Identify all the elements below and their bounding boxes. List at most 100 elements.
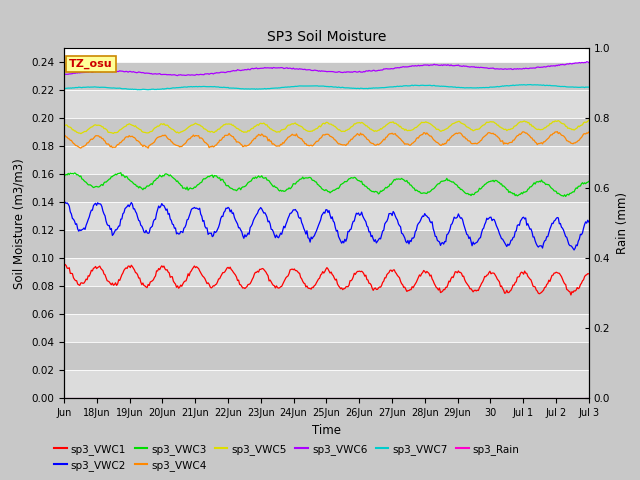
sp3_Rain xyxy=(372,395,380,401)
sp3_Rain xyxy=(309,395,317,401)
sp3_Rain xyxy=(312,395,320,401)
sp3_VWC2 xyxy=(570,247,578,253)
sp3_VWC1 xyxy=(314,278,321,284)
sp3_VWC1 xyxy=(345,282,353,288)
Y-axis label: Soil Moisture (m3/m3): Soil Moisture (m3/m3) xyxy=(13,158,26,288)
sp3_Rain xyxy=(585,395,593,401)
sp3_VWC1 xyxy=(585,271,593,276)
sp3_VWC4 xyxy=(144,145,152,151)
Bar xyxy=(64,90,589,118)
sp3_VWC4 xyxy=(575,138,582,144)
sp3_VWC6 xyxy=(60,72,68,78)
sp3_VWC3 xyxy=(585,179,593,184)
Bar xyxy=(64,230,589,258)
sp3_VWC7 xyxy=(575,84,582,90)
sp3_VWC2 xyxy=(372,240,380,246)
sp3_VWC3 xyxy=(314,181,321,187)
sp3_VWC1 xyxy=(374,287,381,292)
sp3_VWC4 xyxy=(345,138,353,144)
Line: sp3_VWC5: sp3_VWC5 xyxy=(64,120,589,134)
sp3_VWC1 xyxy=(492,272,499,278)
sp3_VWC1 xyxy=(61,262,69,267)
sp3_VWC2 xyxy=(585,219,593,225)
sp3_VWC7 xyxy=(310,83,318,89)
sp3_Rain xyxy=(490,395,498,401)
sp3_VWC7 xyxy=(492,84,499,90)
sp3_VWC4 xyxy=(60,132,68,138)
sp3_VWC3 xyxy=(562,193,570,199)
sp3_VWC3 xyxy=(117,170,125,176)
Bar xyxy=(64,202,589,230)
Bar xyxy=(64,118,589,146)
sp3_VWC1 xyxy=(60,264,68,269)
sp3_Rain xyxy=(344,395,352,401)
sp3_VWC6 xyxy=(583,59,591,65)
sp3_VWC6 xyxy=(374,68,381,73)
sp3_VWC3 xyxy=(60,174,68,180)
sp3_VWC7 xyxy=(526,82,534,87)
Line: sp3_VWC4: sp3_VWC4 xyxy=(64,132,589,148)
sp3_VWC2 xyxy=(344,228,352,234)
sp3_Rain xyxy=(572,395,580,401)
sp3_VWC1 xyxy=(575,286,582,291)
sp3_VWC3 xyxy=(345,176,353,181)
sp3_VWC3 xyxy=(310,178,318,184)
sp3_Rain xyxy=(60,395,68,401)
Line: sp3_VWC1: sp3_VWC1 xyxy=(64,264,589,295)
Legend: sp3_VWC1, sp3_VWC2, sp3_VWC3, sp3_VWC4, sp3_VWC5, sp3_VWC6, sp3_VWC7, sp3_Rain: sp3_VWC1, sp3_VWC2, sp3_VWC3, sp3_VWC4, … xyxy=(50,439,524,475)
sp3_VWC5 xyxy=(314,126,321,132)
Bar xyxy=(64,146,589,174)
sp3_VWC4 xyxy=(374,141,381,147)
X-axis label: Time: Time xyxy=(312,424,341,437)
Line: sp3_VWC7: sp3_VWC7 xyxy=(64,84,589,90)
sp3_VWC3 xyxy=(575,183,582,189)
sp3_VWC5 xyxy=(374,128,381,134)
sp3_VWC6 xyxy=(310,67,318,73)
sp3_VWC5 xyxy=(77,131,84,137)
Line: sp3_VWC6: sp3_VWC6 xyxy=(64,62,589,76)
sp3_VWC5 xyxy=(310,127,318,133)
sp3_VWC7 xyxy=(134,87,141,93)
Text: TZ_osu: TZ_osu xyxy=(69,59,113,69)
sp3_VWC3 xyxy=(374,189,381,195)
Bar xyxy=(64,342,589,371)
sp3_VWC4 xyxy=(492,132,499,137)
Line: sp3_VWC2: sp3_VWC2 xyxy=(64,201,589,250)
sp3_VWC3 xyxy=(492,178,499,183)
sp3_VWC7 xyxy=(345,85,353,91)
sp3_VWC5 xyxy=(60,123,68,129)
sp3_VWC6 xyxy=(585,60,593,65)
sp3_VWC4 xyxy=(310,141,318,147)
Bar xyxy=(64,174,589,202)
sp3_VWC5 xyxy=(492,120,499,126)
sp3_VWC2 xyxy=(60,198,68,204)
sp3_VWC7 xyxy=(60,86,68,92)
sp3_VWC6 xyxy=(314,68,321,73)
sp3_VWC2 xyxy=(573,243,581,249)
sp3_VWC2 xyxy=(309,234,317,240)
sp3_VWC7 xyxy=(585,84,593,90)
sp3_VWC1 xyxy=(567,292,575,298)
sp3_VWC1 xyxy=(310,283,318,288)
sp3_VWC6 xyxy=(573,60,581,66)
sp3_VWC5 xyxy=(345,126,353,132)
Bar xyxy=(64,286,589,314)
Title: SP3 Soil Moisture: SP3 Soil Moisture xyxy=(267,30,386,44)
sp3_VWC6 xyxy=(492,66,499,72)
Bar xyxy=(64,314,589,342)
sp3_VWC4 xyxy=(554,129,561,134)
sp3_VWC2 xyxy=(312,228,320,234)
sp3_VWC7 xyxy=(314,83,321,89)
Bar xyxy=(64,258,589,286)
sp3_VWC6 xyxy=(173,73,181,79)
Bar xyxy=(64,371,589,398)
sp3_VWC2 xyxy=(490,216,498,222)
sp3_VWC4 xyxy=(585,129,593,135)
sp3_VWC4 xyxy=(314,138,321,144)
Bar xyxy=(64,62,589,90)
sp3_VWC7 xyxy=(374,85,381,91)
Y-axis label: Rain (mm): Rain (mm) xyxy=(616,192,628,254)
sp3_VWC5 xyxy=(585,117,593,123)
Line: sp3_VWC3: sp3_VWC3 xyxy=(64,173,589,196)
sp3_VWC6 xyxy=(345,69,353,75)
